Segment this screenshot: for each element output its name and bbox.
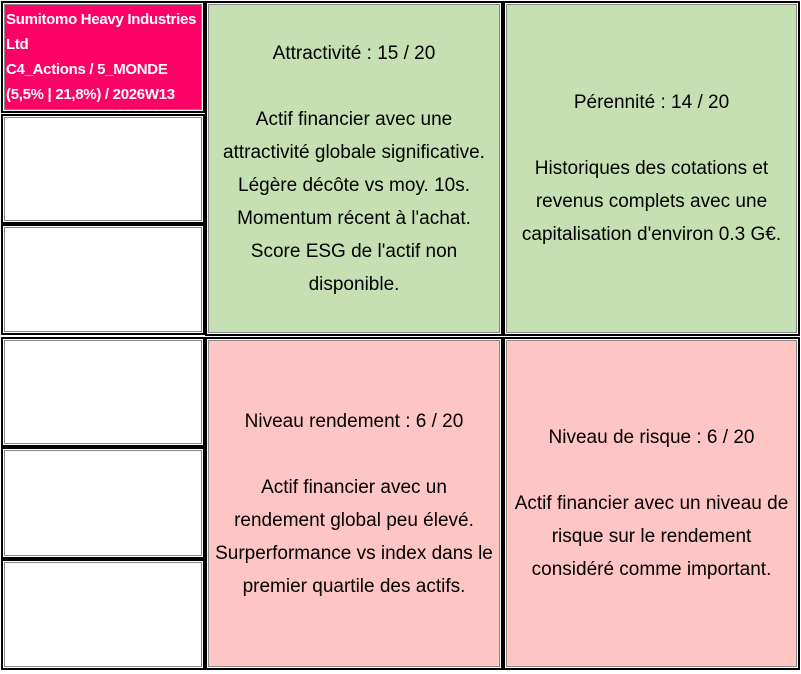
empty-cell [1,337,205,447]
asset-stats: (5,5% | 21,8%) / 2026W13 [6,86,175,103]
cell-line: capitalisation d'environ 0.3 G€. [521,224,782,245]
cell-line: attractivité globale significative. [223,142,485,163]
cell-line: Actif financier avec un niveau de [514,493,789,514]
asset-category: C4_Actions / 5_MONDE [6,61,168,78]
empty-cell [1,447,205,559]
cell-line: Score ESG de l'actif non [250,241,458,262]
cell-line: Actif financier avec une [255,109,453,130]
attractivite-cell: Attractivité : 15 / 20 Actif financier a… [205,1,503,336]
cell-line: considéré comme important. [531,559,772,580]
cell-line: Actif financier avec un [261,476,447,498]
cell-line: Momentum récent à l'achat. [237,208,471,229]
cell-line: rendement global peu élevé. [234,509,474,531]
rendement-cell: Niveau rendement : 6 / 20 Actif financie… [205,337,503,670]
risque-cell: Niveau de risque : 6 / 20 Actif financie… [503,337,800,670]
cell-line: Légère décôte vs moy. 10s. [238,175,470,196]
cell-title: Niveau rendement : 6 / 20 [244,410,464,432]
cell-line: disponible. [308,274,400,295]
perennite-cell: Pérennité : 14 / 20 Historiques des cota… [503,1,800,336]
asset-name: Sumitomo Heavy Industries Ltd [6,11,197,53]
cell-title: Niveau de risque : 6 / 20 [548,427,755,448]
empty-cell [1,224,205,335]
cell-line: Historiques des cotations et [534,158,769,179]
cell-line: premier quartile des actifs. [242,575,466,597]
cell-line: revenus complets avec une [535,191,768,212]
cell-title: Pérennité : 14 / 20 [573,92,730,113]
asset-header: Sumitomo Heavy Industries Ltd C4_Actions… [1,1,205,113]
empty-cell [1,114,205,224]
cell-line: risque sur le rendement [551,526,752,547]
empty-cell [1,559,205,670]
cell-title: Attractivité : 15 / 20 [272,43,436,64]
cell-line: Surperformance vs index dans le [215,542,493,564]
